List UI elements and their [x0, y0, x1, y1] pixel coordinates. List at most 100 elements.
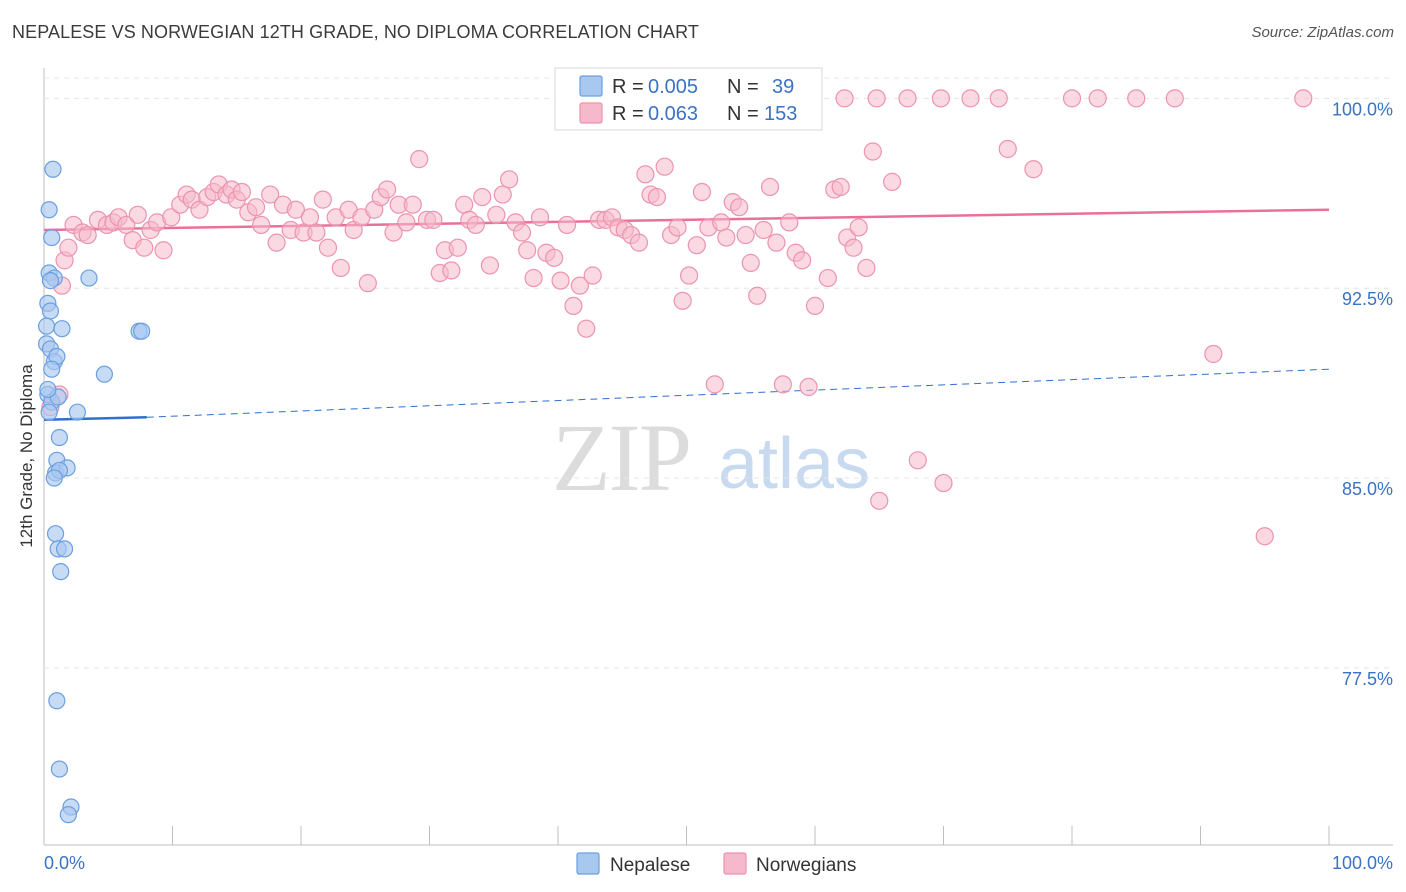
legend-r-value-2: 0.063: [648, 103, 698, 125]
norwegian-point: [748, 286, 767, 305]
norwegian-point: [835, 89, 854, 108]
legend-bottom-swatch-nepalese: [576, 852, 600, 875]
norwegian-point: [313, 190, 332, 209]
norwegian-point: [545, 248, 564, 267]
watermark-atlas: atlas: [718, 424, 870, 504]
trend-lines: [43, 208, 1330, 422]
norwegian-point: [318, 238, 338, 257]
norwegian-point: [331, 258, 350, 278]
legend-n-label-2: N =: [727, 103, 759, 125]
nepalese-point: [80, 269, 98, 287]
norwegian-point: [857, 258, 876, 278]
norwegian-point: [1088, 89, 1107, 108]
norwegian-point: [512, 223, 532, 242]
norwegian-point: [989, 89, 1008, 108]
norwegian-point: [246, 198, 266, 217]
nepalese-point: [41, 302, 60, 320]
norwegian-point: [934, 473, 953, 493]
norwegian-point: [882, 172, 902, 191]
norwegian-point: [799, 377, 818, 396]
nepalese-point: [46, 525, 65, 543]
y-tick-label: 92.5%: [1342, 289, 1393, 309]
norwegian-point: [154, 241, 173, 260]
nepalese-point: [44, 160, 62, 178]
legend-n-value-2: 153: [764, 103, 797, 125]
nepalese-point: [40, 403, 58, 421]
norwegian-point: [261, 185, 280, 204]
norwegian-point: [692, 182, 712, 202]
nepalese-point: [40, 201, 58, 219]
norwegian-point: [570, 276, 589, 295]
legend-bottom: Nepalese Norwegians: [576, 852, 856, 876]
y-axis-title: 12th Grade, No Diploma: [17, 364, 36, 548]
legend-swatch-nepalese: [579, 75, 603, 97]
norwegian-point: [863, 142, 882, 161]
norwegian-point: [805, 296, 825, 316]
norwegian-point: [1127, 89, 1146, 108]
nepalese-point: [37, 317, 56, 335]
norwegian-point: [500, 170, 519, 189]
nepalese-point: [59, 806, 78, 824]
legend-swatch-norwegians: [579, 102, 603, 124]
norwegian-point: [647, 187, 667, 207]
legend-bottom-swatch-norwegians: [723, 852, 747, 875]
source-credit: Source: ZipAtlas.com: [1251, 24, 1394, 41]
norwegian-point: [448, 238, 467, 257]
norwegian-point: [557, 215, 577, 235]
norwegian-point: [870, 491, 889, 510]
norwegian-point: [442, 261, 461, 280]
norwegian-point: [780, 213, 799, 232]
norwegian-point: [1062, 89, 1082, 108]
norwegian-point: [162, 208, 181, 227]
norwegian-point: [286, 200, 305, 219]
legend-top: R = 0.005 N = 39 R = 0.063 N = 153: [554, 67, 823, 131]
norwegian-point: [1204, 344, 1223, 364]
norwegian-point: [717, 228, 736, 247]
y-tick-label: 77.5%: [1342, 669, 1393, 689]
norwegian-point: [577, 319, 596, 338]
norwegian-point: [300, 208, 320, 227]
norwegian-point: [831, 177, 850, 197]
norwegian-point: [1294, 89, 1313, 108]
norwegian-point: [712, 213, 731, 232]
nepalese-point: [50, 760, 69, 778]
legend-r-value-1: 0.005: [648, 76, 698, 98]
norwegian-point: [849, 218, 868, 237]
norwegian-point: [1255, 527, 1274, 546]
norwegian-point: [455, 195, 474, 214]
x-tick-label-max: 100.0%: [1332, 853, 1393, 873]
norwegian-point: [767, 233, 786, 252]
nepalese-point: [43, 228, 61, 247]
chart-title: NEPALESE VS NORWEGIAN 12TH GRADE, NO DIP…: [12, 22, 700, 42]
norwegian-point: [844, 238, 863, 257]
y-tick-label: 85.0%: [1342, 479, 1393, 499]
legend-n-value-1: 39: [772, 76, 794, 98]
y-tick-label: 100.0%: [1332, 99, 1393, 119]
norwegian-point: [466, 215, 485, 235]
gridlines: [44, 77, 1393, 669]
norwegian-point: [128, 205, 147, 224]
norwegian-point: [551, 271, 570, 290]
norwegian-point: [232, 182, 251, 202]
norwegian-point: [424, 210, 443, 229]
norwegian-point: [793, 251, 812, 270]
norwegian-point: [252, 215, 271, 235]
legend-bottom-label-norwegians: Norwegians: [756, 855, 856, 876]
nepalese-trend-solid: [43, 416, 147, 422]
nepalese-point: [41, 271, 60, 290]
x-ticks: [43, 826, 1330, 845]
nepalese-point: [48, 692, 66, 710]
norwegian-point: [518, 241, 537, 260]
norwegian-point: [736, 225, 755, 245]
norwegian-point: [480, 256, 499, 275]
norwegian-point: [687, 236, 706, 255]
norwegian-point: [117, 215, 136, 235]
norwegian-point: [705, 375, 724, 394]
nepalese-point: [68, 403, 87, 421]
nepalese-points: [37, 160, 151, 824]
norwegian-point: [564, 296, 583, 316]
norwegian-point: [773, 375, 792, 394]
norwegian-point: [307, 223, 326, 242]
legend-bottom-label-nepalese: Nepalese: [610, 855, 690, 876]
legend-r-label-1: R =: [612, 76, 644, 98]
